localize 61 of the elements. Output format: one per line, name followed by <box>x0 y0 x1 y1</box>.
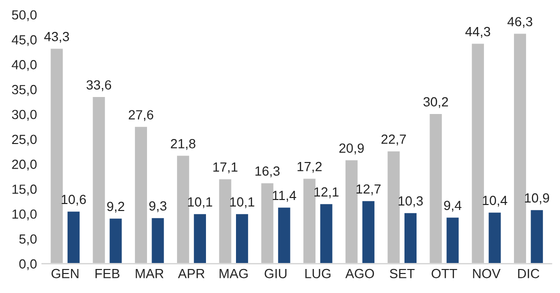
y-tick-label: 50,0 <box>12 10 37 22</box>
text: 21,8 <box>170 138 196 150</box>
text: 10,3 <box>398 196 423 208</box>
text: 12,1 <box>314 187 338 198</box>
bar <box>318 202 334 264</box>
bar <box>445 216 460 264</box>
text: 43,3 <box>44 32 69 43</box>
text: 22,7 <box>381 134 406 146</box>
text: 46,3 <box>507 16 532 28</box>
text: 20,9 <box>339 143 364 154</box>
y-tick-label: 10,0 <box>12 209 37 220</box>
text: 33,6 <box>86 80 112 92</box>
text: 30,2 <box>423 97 448 108</box>
bar <box>150 216 166 264</box>
bar <box>428 112 444 264</box>
text: 17,2 <box>298 162 322 173</box>
x-tick-label: GIU <box>264 268 286 278</box>
y-tick-label: 15,0 <box>12 184 37 196</box>
x-tick-label: LUG <box>305 268 330 278</box>
bar <box>360 200 376 264</box>
x-tick-label: SET <box>390 268 415 278</box>
bar <box>234 212 250 264</box>
text: 27,6 <box>128 110 154 122</box>
bar <box>108 217 124 264</box>
x-tick-label: DIC <box>518 268 540 278</box>
y-tick-label: 25,0 <box>12 134 37 146</box>
bar <box>487 211 502 264</box>
y-tick-label: 35,0 <box>12 84 37 96</box>
bar <box>134 126 148 264</box>
y-tick-label: 0,0 <box>19 259 37 270</box>
bar <box>192 212 208 264</box>
text: 10,1 <box>230 197 254 208</box>
text: 17,1 <box>213 162 238 174</box>
text: 9,2 <box>107 202 124 213</box>
text: 9,4 <box>444 200 462 212</box>
text: 12,7 <box>356 184 381 196</box>
x-tick-label: FEB <box>96 269 120 278</box>
text: 10,6 <box>62 194 86 206</box>
text: 9,3 <box>149 201 166 212</box>
y-tick-label: 40,0 <box>12 60 37 71</box>
x-tick-label: MAG <box>220 268 248 278</box>
text: 10,4 <box>482 196 508 207</box>
text: 10,1 <box>188 197 212 208</box>
text: 10,9 <box>525 193 550 204</box>
y-tick-label: 5,0 <box>19 234 37 246</box>
x-tick-label: APR <box>178 269 204 278</box>
text: 44,3 <box>465 26 490 38</box>
x-tick-label: GEN <box>52 268 78 278</box>
y-tick-label: 45,0 <box>12 35 37 46</box>
x-tick-label: MAR <box>136 269 164 278</box>
bar <box>66 210 82 264</box>
x-tick-label: NOV <box>473 268 501 278</box>
text: 11,4 <box>272 190 296 202</box>
bar <box>91 96 106 264</box>
y-tick-label: 30,0 <box>12 110 37 121</box>
bar <box>403 212 418 264</box>
bar <box>529 208 544 264</box>
text: 16,3 <box>255 166 280 178</box>
x-tick-label: OTT <box>432 268 458 278</box>
y-tick-label: 20,0 <box>12 160 37 171</box>
x-tick-label: AGO <box>345 268 374 278</box>
